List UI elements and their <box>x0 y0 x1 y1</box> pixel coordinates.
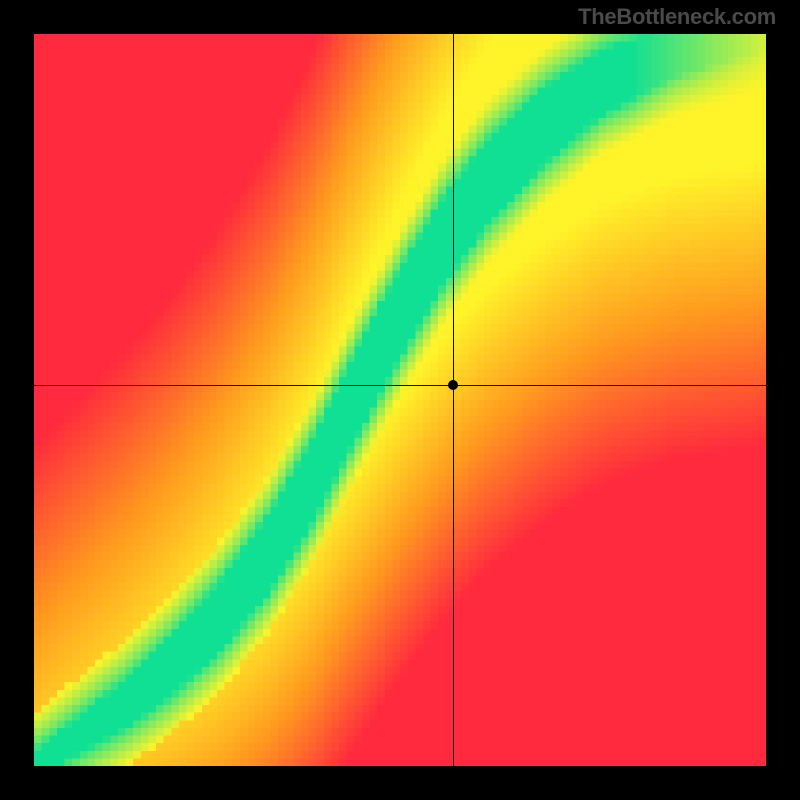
watermark-label: TheBottleneck.com <box>578 4 776 30</box>
bottleneck-heatmap <box>34 34 766 766</box>
heatmap-canvas <box>34 34 766 766</box>
crosshair-vertical <box>453 34 454 766</box>
crosshair-horizontal <box>34 385 766 386</box>
crosshair-marker <box>448 380 458 390</box>
